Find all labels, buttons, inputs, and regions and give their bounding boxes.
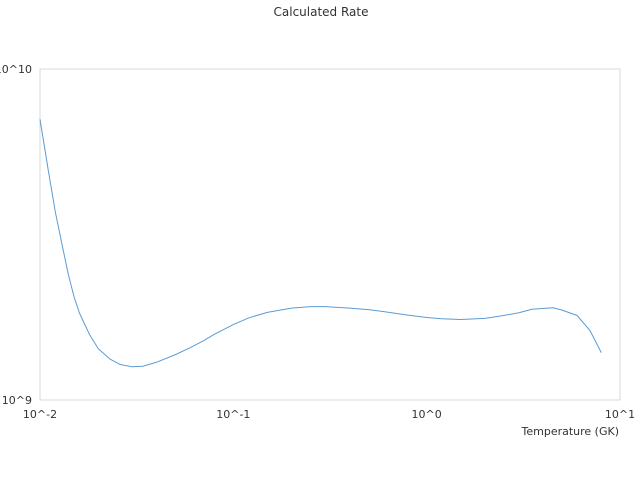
x-tick-label: 10^1 (605, 408, 635, 421)
x-tick-labels: 10^-2 10^-1 10^0 10^1 (23, 408, 635, 421)
series-line (39, 119, 602, 368)
chart-title: Calculated Rate (274, 5, 369, 19)
y-tick-labels: 10^9 10^10 (0, 63, 32, 407)
y-tick-label: 10^10 (0, 63, 32, 76)
y-tick-label: 10^9 (2, 394, 32, 407)
x-tick-label: 10^-2 (23, 408, 57, 421)
plot-area (39, 68, 621, 401)
x-tick-label: 10^0 (412, 408, 442, 421)
x-tick-label: 10^-1 (216, 408, 250, 421)
series-layer (39, 119, 602, 368)
x-axis-label: Temperature (GK) (521, 425, 620, 438)
